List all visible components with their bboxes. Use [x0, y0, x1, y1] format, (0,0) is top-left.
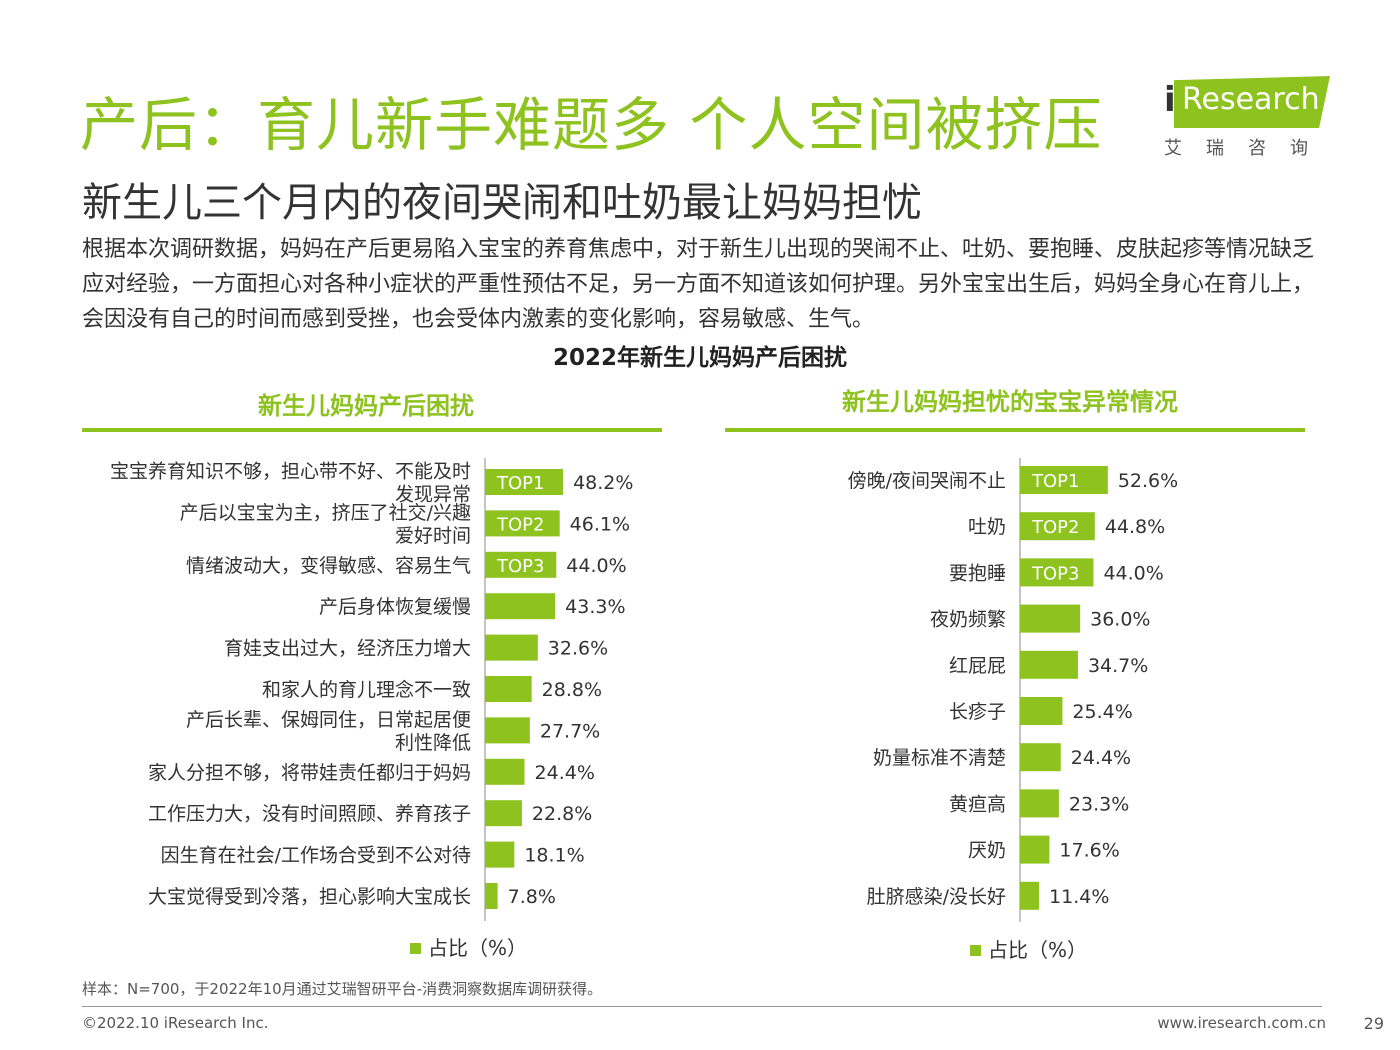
bar [485, 551, 557, 578]
category-label: 工作压力大，没有时间照顾、养育孩子 [148, 803, 471, 825]
right-chart-title: 新生儿妈妈担忧的宝宝异常情况 [842, 388, 1178, 416]
sample-note: 样本：N=700，于2022年10月通过艾瑞智研平台-消费洞察数据库调研获得。 [82, 980, 603, 998]
category-label: 产后长辈、保姆同住，日常起居便 [186, 709, 471, 731]
category-label: 产后身体恢复缓慢 [319, 596, 471, 618]
page-subtitle: 新生儿三个月内的夜间哭闹和吐奶最让妈妈担忧 [82, 180, 922, 226]
top-rank-label: TOP1 [496, 473, 544, 494]
value-label: 17.6% [1059, 840, 1119, 862]
category-label: 育娃支出过大，经济压力增大 [224, 638, 471, 660]
description: 根据本次调研数据，妈妈在产后更易陷入宝宝的养育焦虑中，对于新生儿出现的哭闹不止、… [82, 237, 1315, 332]
legend-swatch [410, 943, 421, 954]
bar [485, 510, 560, 537]
value-label: 34.7% [1088, 655, 1148, 677]
category-label: 傍晚/夜间哭闹不止 [848, 470, 1006, 492]
bar [485, 469, 564, 495]
category-label: 宝宝养育知识不够，担心带不好、不能及时 [110, 461, 471, 483]
value-label: 52.6% [1118, 470, 1178, 492]
bar [1020, 697, 1063, 725]
category-label: 大宝觉得受到冷落，担心影响大宝成长 [148, 886, 471, 908]
value-label: 7.8% [508, 886, 556, 908]
legend-swatch [970, 945, 981, 956]
category-label: 利性降低 [395, 732, 471, 754]
bar [485, 593, 556, 620]
logo-band [1174, 76, 1330, 128]
bar [1020, 881, 1040, 910]
bar [1020, 604, 1081, 633]
copyright: ©2022.10 iResearch Inc. [82, 1014, 269, 1032]
category-label: 厌奶 [968, 840, 1006, 862]
value-label: 11.4% [1049, 886, 1109, 908]
category-label: 夜奶频繁 [930, 609, 1006, 631]
top-rank-label: TOP2 [1031, 517, 1079, 538]
category-label: 和家人的育儿理念不一致 [262, 678, 471, 701]
value-label: 44.0% [1103, 562, 1163, 584]
bar [1020, 512, 1095, 541]
value-label: 46.1% [570, 513, 630, 535]
bar [1020, 650, 1078, 679]
logo-subtitle: 艾瑞咨询 [1164, 138, 1332, 159]
value-label: 24.4% [1071, 747, 1131, 769]
bar [1020, 789, 1059, 818]
bar [485, 841, 515, 868]
value-label: 28.8% [542, 679, 602, 701]
bar [1020, 743, 1061, 772]
category-label: 要抱睡 [949, 562, 1006, 584]
bar [1020, 558, 1094, 587]
right-chart-rule [725, 428, 1305, 432]
footer-divider [82, 1006, 1322, 1007]
bar [485, 676, 532, 702]
logo-name: Research [1182, 82, 1320, 117]
bar [1020, 835, 1050, 864]
value-label: 48.2% [573, 472, 633, 494]
website-link[interactable]: www.iresearch.com.cn [1157, 1014, 1326, 1032]
top-rank-label: TOP1 [1031, 471, 1079, 492]
value-label: 25.4% [1072, 701, 1132, 723]
page-title: 产后：育儿新手难题多 个人空间被挤压 [80, 91, 1103, 159]
left-legend: 占比（%） [410, 932, 527, 961]
legend-label: 占比（%） [428, 936, 528, 960]
category-label: 黄疸高 [949, 793, 1006, 815]
top-rank-label: TOP2 [496, 514, 544, 535]
right-legend: 占比（%） [970, 934, 1087, 963]
value-label: 43.3% [565, 596, 625, 618]
value-label: 22.8% [532, 803, 592, 825]
legend-label: 占比（%） [988, 938, 1088, 962]
value-label: 44.8% [1105, 516, 1165, 538]
category-label: 爱好时间 [395, 525, 471, 547]
category-label: 发现异常 [395, 484, 471, 506]
value-label: 36.0% [1090, 609, 1150, 631]
value-label: 32.6% [548, 638, 608, 660]
category-label: 奶量标准不清楚 [873, 747, 1006, 769]
category-label: 吐奶 [968, 516, 1006, 538]
figure-title: 2022年新生儿妈妈产后困扰 [552, 345, 847, 371]
bar [485, 758, 525, 785]
top-rank-label: TOP3 [496, 556, 544, 577]
bar [485, 634, 538, 661]
left-chart-rule [82, 428, 662, 432]
category-label: 因生育在社会/工作场合受到不公对待 [161, 845, 471, 867]
value-label: 23.3% [1069, 793, 1129, 815]
bar [485, 883, 498, 909]
left-chart-title: 新生儿妈妈产后困扰 [258, 392, 474, 420]
value-label: 44.0% [566, 555, 626, 577]
category-label: 红屁屁 [949, 655, 1006, 677]
top-rank-label: TOP3 [1031, 563, 1079, 584]
logo-prefix: i [1164, 80, 1176, 120]
value-label: 18.1% [524, 845, 584, 867]
category-label: 家人分担不够，将带娃责任都归于妈妈 [148, 762, 471, 784]
iresearch-logo: i Research 艾瑞咨询 [1160, 72, 1330, 162]
bar [485, 800, 522, 827]
bar [485, 717, 530, 744]
category-label: 情绪波动大，变得敏感、容易生气 [186, 555, 471, 577]
category-label: 肚脐感染/没长好 [867, 886, 1006, 908]
category-label: 长疹子 [949, 701, 1006, 723]
bar [1020, 466, 1108, 494]
category-label: 产后以宝宝为主，挤压了社交/兴趣 [180, 502, 471, 524]
page-number: 29 [1363, 1014, 1384, 1033]
right-bar-chart: 52.6% TOP1 傍晚/夜间哭闹不止 44.8% TOP2 吐奶 44.0% TOP3 要抱… [848, 458, 1178, 922]
value-label: 27.7% [540, 720, 600, 742]
value-label: 24.4% [535, 762, 595, 784]
